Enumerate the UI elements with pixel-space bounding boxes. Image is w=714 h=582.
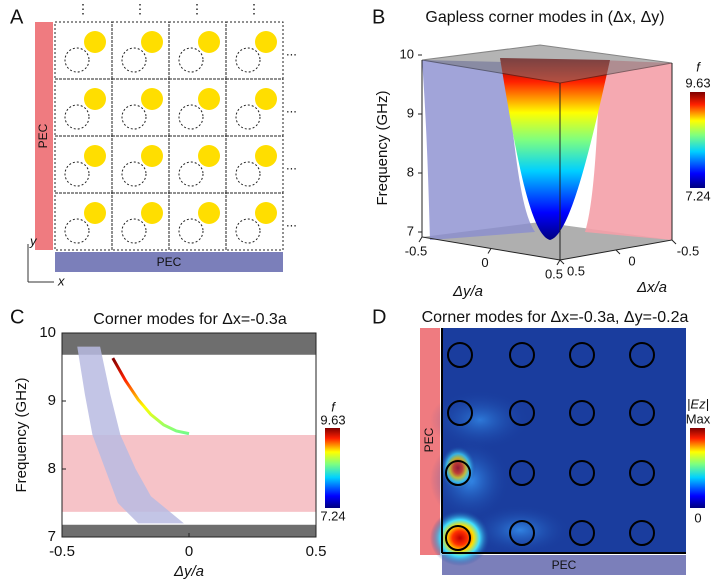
y-axis-label: Frequency (GHz) [374,90,391,205]
rod-ghost [179,219,203,243]
ellipsis: ⋮ [248,1,261,16]
colorbar-tick: 7.24 [685,188,710,203]
z-tick-label: 0.5 [567,263,585,278]
rod [141,145,163,167]
rod [84,88,106,110]
axis-label: x [57,273,65,288]
rod-ghost [122,48,146,72]
lattice: ⋮ ⋮ ⋮ ⋮............ [55,1,297,250]
x-tick-label: 0.5 [306,543,327,560]
rod-ghost [179,105,203,129]
x-tick-label: -0.5 [405,243,427,258]
y-tick-label: 7 [407,223,414,238]
x-tick-label: 0 [185,543,193,560]
rod-ghost [236,162,260,186]
tick [616,250,620,254]
y-tick-label: 8 [48,460,56,477]
rod-ghost [65,162,89,186]
ellipsis: ... [286,43,297,58]
colorbar [690,92,705,188]
tick [560,260,564,264]
rod [141,31,163,53]
rod [198,202,220,224]
colorbar-tick: Max [686,411,711,426]
figure: A PEC PEC ⋮⋮⋮⋮............ y x B Gapless… [0,0,714,582]
colorbar-tick: 0 [694,510,701,525]
rod-ghost [65,48,89,72]
field [430,510,490,566]
rod [141,88,163,110]
field [440,446,476,490]
panel-label: A [10,6,24,28]
tick [488,249,491,254]
colorbar-tick: 7.24 [320,508,345,523]
rod [198,145,220,167]
rod [141,202,163,224]
colorbar-label: |Ez| [687,396,709,411]
z-axis-label: Δx/a [636,279,667,296]
ellipsis: ⋮ [191,1,204,16]
rod-ghost [179,48,203,72]
ellipsis: ⋮ [134,1,147,16]
x-axis-label: Δy/a [173,563,204,580]
tick [672,240,676,244]
rod [198,31,220,53]
rod-ghost [236,105,260,129]
pec-label: PEC [36,123,50,148]
y-tick-label: 10 [400,46,414,61]
rod-ghost [122,105,146,129]
rod-ghost [65,105,89,129]
y-tick-label: 8 [407,164,414,179]
y-tick-label: 9 [48,392,56,409]
chart-title: Corner modes for Δx=-0.3a, Δy=-0.2a [422,309,689,326]
rod [255,88,277,110]
z-tick-label: 0 [628,253,635,268]
x-tick-label: 0 [481,255,488,270]
colorbar [690,428,705,508]
rod-ghost [179,162,203,186]
y-axis-label: Frequency (GHz) [13,377,30,492]
ellipsis: ... [286,214,297,229]
rod [84,202,106,224]
rod [255,145,277,167]
colorbar-label: f [696,59,701,74]
rod [84,31,106,53]
ellipsis: ... [286,100,297,115]
tick [557,260,560,265]
chart-title: Gapless corner modes in (Δx, Δy) [425,9,664,26]
rod [255,202,277,224]
rod-ghost [122,162,146,186]
ellipsis: ... [286,157,297,172]
y-tick-label: 9 [407,105,414,120]
x-axis-label: Δy/a [452,283,483,300]
panel-label: D [372,306,386,328]
rod [198,88,220,110]
panel-label: B [372,6,385,28]
rod-ghost [65,219,89,243]
pec-label: PEC [552,558,577,572]
chart-title: Corner modes for Δx=-0.3a [93,311,287,328]
pec-label: PEC [157,255,182,269]
tick [419,237,422,242]
rod [84,145,106,167]
ellipsis: ⋮ [77,1,90,16]
z-tick-label: -0.5 [677,243,699,258]
colorbar-tick: 9.63 [685,75,710,90]
rod-ghost [236,219,260,243]
rod [255,31,277,53]
colorbar-tick: 9.63 [320,412,345,427]
panel-label: C [10,306,24,328]
rod-ghost [122,219,146,243]
colorbar [325,428,340,508]
x-tick-label: 0.5 [545,266,563,281]
rod-ghost [236,48,260,72]
field [430,390,530,450]
x-tick-label: -0.5 [49,543,75,560]
y-tick-label: 10 [39,324,56,341]
